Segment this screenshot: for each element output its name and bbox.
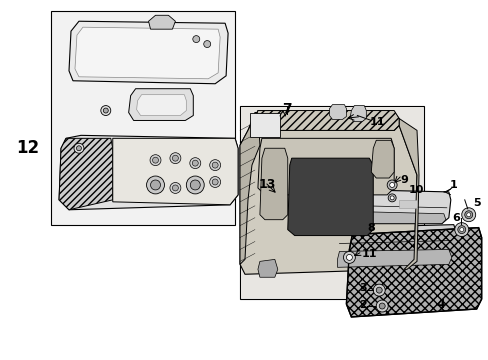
Text: 4: 4 (436, 297, 445, 311)
Bar (240, 105, 423, 299)
Circle shape (346, 255, 352, 260)
Circle shape (192, 36, 199, 42)
Text: 5: 5 (472, 198, 480, 208)
Circle shape (150, 155, 161, 166)
Circle shape (203, 41, 210, 48)
Circle shape (375, 287, 382, 293)
Polygon shape (148, 15, 175, 29)
Circle shape (152, 182, 158, 188)
Circle shape (212, 162, 218, 168)
Circle shape (209, 176, 220, 188)
Circle shape (389, 183, 394, 188)
Text: 8: 8 (366, 222, 374, 233)
Text: 2: 2 (359, 300, 366, 310)
Polygon shape (240, 111, 260, 264)
Polygon shape (346, 228, 481, 317)
Circle shape (152, 157, 158, 163)
Circle shape (189, 158, 201, 168)
Circle shape (192, 160, 198, 166)
Polygon shape (357, 190, 450, 224)
Polygon shape (370, 140, 393, 178)
Polygon shape (240, 125, 416, 274)
Circle shape (466, 213, 470, 217)
Circle shape (172, 185, 178, 191)
Circle shape (343, 251, 355, 264)
Circle shape (101, 105, 111, 116)
Circle shape (464, 211, 472, 219)
Bar (398, 200, 416, 208)
Text: 12: 12 (17, 139, 40, 157)
Polygon shape (361, 212, 445, 224)
Polygon shape (287, 158, 372, 235)
Circle shape (189, 180, 201, 190)
Polygon shape (257, 138, 393, 195)
Polygon shape (329, 105, 346, 120)
Text: 7: 7 (282, 102, 291, 116)
Circle shape (146, 176, 164, 194)
Circle shape (379, 303, 385, 309)
Polygon shape (136, 95, 186, 116)
Polygon shape (257, 260, 277, 277)
Bar (241, 107, 422, 298)
Circle shape (454, 223, 468, 237)
Circle shape (103, 108, 108, 113)
Circle shape (459, 228, 463, 231)
Polygon shape (332, 225, 456, 267)
Circle shape (387, 194, 395, 202)
Bar (249, 113, 279, 137)
Circle shape (172, 155, 178, 161)
Circle shape (212, 179, 218, 185)
Polygon shape (260, 148, 287, 220)
Bar (51, 11, 235, 225)
Text: 11: 11 (361, 249, 376, 260)
Circle shape (389, 196, 393, 200)
Text: 10: 10 (407, 185, 423, 195)
Circle shape (457, 226, 465, 234)
Polygon shape (59, 138, 113, 210)
Circle shape (375, 300, 387, 312)
Polygon shape (337, 249, 451, 267)
Text: 6: 6 (451, 213, 459, 223)
Circle shape (169, 183, 181, 193)
Text: 9: 9 (399, 175, 407, 185)
Circle shape (74, 143, 84, 153)
Polygon shape (398, 118, 418, 269)
Polygon shape (350, 105, 366, 121)
Text: 13: 13 (258, 179, 275, 192)
Polygon shape (251, 111, 398, 130)
Circle shape (76, 146, 81, 151)
Circle shape (372, 284, 385, 296)
Circle shape (150, 180, 160, 190)
Circle shape (192, 182, 198, 188)
Polygon shape (247, 113, 398, 130)
Circle shape (150, 180, 161, 190)
Circle shape (190, 180, 200, 190)
Circle shape (386, 180, 396, 190)
Circle shape (461, 208, 475, 222)
Circle shape (209, 159, 220, 171)
Polygon shape (69, 21, 227, 84)
Text: 1: 1 (449, 180, 457, 190)
Circle shape (169, 153, 181, 164)
Polygon shape (59, 135, 238, 210)
Polygon shape (113, 138, 238, 205)
Polygon shape (75, 27, 220, 79)
Text: 3: 3 (359, 283, 366, 293)
Circle shape (186, 176, 204, 194)
Text: 11: 11 (369, 117, 384, 127)
Polygon shape (128, 89, 193, 121)
